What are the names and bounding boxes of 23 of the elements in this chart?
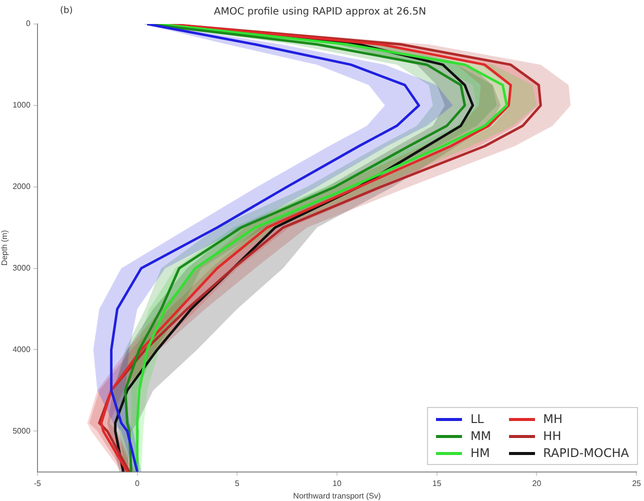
chart-title: AMOC profile using RAPID approx at 26.5N [214, 6, 426, 18]
x-tick-label: 25 [632, 478, 642, 488]
y-tick-label: 1000 [12, 100, 31, 110]
y-tick-label: 5000 [12, 426, 31, 436]
x-tick-label: 5 [234, 478, 240, 488]
x-tick-label: 15 [432, 478, 442, 488]
y-tick-label: 0 [26, 19, 31, 28]
y-tick-label: 2000 [12, 182, 31, 192]
x-axis-title: Northward transport (Sv) [293, 491, 382, 500]
x-tick-label: 20 [532, 478, 542, 488]
legend-label: MH [543, 412, 563, 426]
x-tick-label: -5 [34, 478, 42, 488]
x-tick-label: 0 [135, 478, 140, 488]
y-tick-label: 3000 [12, 263, 31, 272]
text: (b) [60, 6, 73, 16]
x-tick-label: 10 [332, 478, 342, 488]
legend-label: HH [543, 429, 562, 443]
y-tick-label: 4000 [12, 344, 31, 354]
y-axis-title: Depth (m) [0, 230, 10, 266]
legend-label: RAPID-MOCHA [543, 446, 629, 460]
legend-label: MM [470, 429, 492, 443]
legend-label: HM [470, 446, 490, 460]
legend-label: LL [470, 412, 484, 426]
